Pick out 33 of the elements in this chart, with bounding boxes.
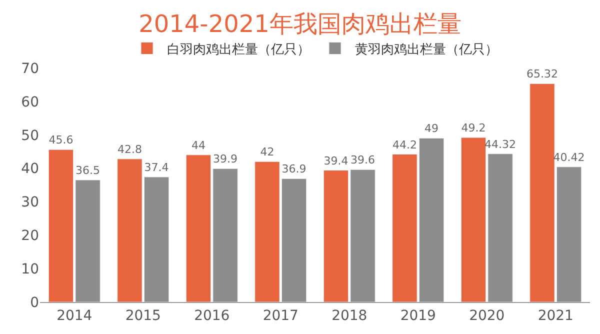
y-tick-label: 60 bbox=[21, 94, 39, 110]
y-tick-label: 40 bbox=[21, 161, 39, 178]
data-label: 39.6 bbox=[350, 154, 376, 167]
data-label: 44 bbox=[191, 138, 206, 152]
x-tick-label: 2019 bbox=[400, 308, 436, 324]
data-label: 37.4 bbox=[144, 160, 169, 174]
legend-label: 黄羽肉鸡出栏量（亿只） bbox=[355, 42, 498, 58]
data-label: 45.6 bbox=[48, 134, 74, 147]
x-tick-label: 2014 bbox=[56, 308, 92, 324]
legend-label: 白羽肉鸡出栏量（亿只） bbox=[167, 42, 310, 58]
x-tick-label: 2016 bbox=[194, 308, 230, 324]
data-label: 36.5 bbox=[76, 164, 100, 177]
data-label: 42.8 bbox=[117, 142, 142, 156]
y-tick-label: 20 bbox=[21, 228, 39, 244]
data-label: 36.9 bbox=[282, 162, 306, 176]
x-tick-label: 2021 bbox=[538, 308, 574, 324]
y-tick-label: 10 bbox=[21, 261, 39, 278]
data-label: 44.2 bbox=[392, 138, 417, 152]
x-tick-label: 2015 bbox=[125, 308, 161, 324]
data-label: 42 bbox=[260, 146, 274, 159]
data-label: 49.2 bbox=[461, 122, 486, 135]
chart-title: 2014-2021年我国肉鸡出栏量 bbox=[138, 10, 462, 38]
y-tick-label: 30 bbox=[21, 194, 39, 211]
data-label: 39.9 bbox=[213, 152, 238, 166]
data-label: 65.32 bbox=[526, 68, 558, 81]
x-tick-label: 2018 bbox=[332, 308, 368, 324]
x-tick-label: 2020 bbox=[469, 308, 505, 324]
data-label: 39.4 bbox=[324, 154, 348, 168]
y-tick-label: 70 bbox=[21, 60, 39, 77]
data-label: 49 bbox=[424, 122, 439, 136]
y-tick-label: 50 bbox=[21, 128, 39, 144]
x-tick-label: 2017 bbox=[262, 308, 298, 324]
y-tick-label: 0 bbox=[30, 294, 39, 311]
